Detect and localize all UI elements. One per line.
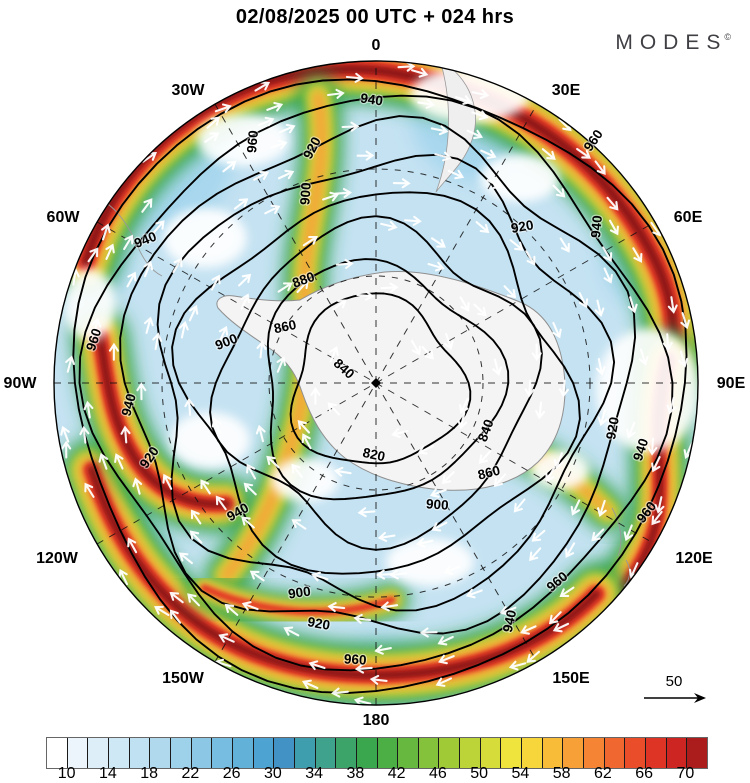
colorbar-cell: [376, 738, 398, 768]
colorbar-cell: [47, 738, 67, 768]
contour-label: 860: [476, 463, 501, 483]
lon-label-90w: 90W: [3, 375, 37, 392]
colorbar-cell: [624, 738, 646, 768]
contour-label: 960: [244, 130, 261, 154]
colorbar-cell: [562, 738, 584, 768]
reference-vector: 50: [636, 674, 712, 712]
lon-label-30w: 30W: [171, 82, 205, 99]
colorbar-cell: [128, 738, 150, 768]
colorbar-tick-label: 70: [676, 765, 695, 782]
contour-label: 920: [306, 614, 331, 633]
colorbar-tick-label: 42: [387, 765, 406, 782]
lon-label-30e: 30E: [551, 82, 581, 99]
colorbar-tick-label: 22: [181, 765, 200, 782]
colorbar-cell: [293, 738, 315, 768]
colorbar-tick-label: 58: [552, 765, 571, 782]
contour-label: 940: [500, 608, 519, 633]
colorbar-cell: [190, 738, 212, 768]
colorbar-tick-label: 66: [635, 765, 653, 782]
reference-arrow-icon: [644, 693, 706, 703]
modes-logo-text: MODES: [615, 31, 728, 54]
colorbar-tick-label: 34: [305, 765, 323, 782]
colorbar-cell: [417, 738, 439, 768]
colorbar-tick-label: 26: [222, 765, 241, 782]
colorbar-cell: [211, 738, 232, 768]
colorbar-cell: [521, 738, 542, 768]
colorbar-cell: [541, 738, 563, 768]
reference-vector-value: 50: [665, 673, 683, 690]
copyright-icon: ©: [724, 32, 731, 42]
contour-label: 920: [510, 217, 535, 236]
modes-logo: MODES©: [615, 31, 734, 55]
colorbar-tick-label: 54: [511, 765, 530, 782]
contour-label: 900: [287, 584, 311, 602]
colorbar-cell: [686, 738, 707, 768]
wind-arrows-layer: [60, 61, 694, 705]
contour-label: 940: [118, 392, 138, 418]
colorbar-cell: [273, 738, 294, 768]
colorbar-cell: [397, 738, 418, 768]
contour-label: 820: [361, 445, 386, 464]
colorbar-tick-label: 30: [263, 765, 282, 782]
contour-label: 900: [426, 496, 450, 513]
lon-label-60w: 60W: [46, 209, 80, 226]
lon-label-150e: 150E: [552, 670, 590, 687]
polar-map: 940 920 900 960 940 960 940 920 900 880 …: [53, 60, 699, 706]
colorbar-cell: [66, 738, 88, 768]
contour-label: 940: [359, 91, 383, 109]
colorbar-cell: [355, 738, 377, 768]
contour-label: 940: [588, 215, 605, 239]
colorbar-tick-label: 50: [470, 765, 488, 782]
colorbar-cell: [500, 738, 522, 768]
page-title: 02/08/2025 00 UTC + 024 hrs: [235, 6, 515, 28]
lon-label-90e: 90E: [716, 375, 746, 392]
colorbar-cell: [459, 738, 480, 768]
lon-label-0: 0: [371, 37, 381, 54]
colorbar-cell: [583, 738, 604, 768]
colorbar-cell: [231, 738, 253, 768]
colorbar-cell: [603, 738, 625, 768]
map-boundary: [53, 60, 699, 706]
colorbar-ticks: 10 14 18 22 26 30 34 38 42 46 50 54 58 62 66 70: [46, 765, 706, 782]
colorbar-tick-label: 46: [428, 765, 447, 782]
height-contours: [72, 78, 688, 694]
lon-label-180: 180: [362, 712, 390, 729]
colorbar-cell: [479, 738, 501, 768]
contour-label: 960: [344, 651, 367, 667]
colorbar-cell: [314, 738, 336, 768]
contour-label: 920: [603, 416, 622, 441]
contour-label: 860: [272, 317, 297, 336]
colorbar-cell: [149, 738, 170, 768]
colorbar-cell: [87, 738, 108, 768]
colorbar-tick-label: 62: [593, 765, 612, 782]
lon-label-120w: 120W: [36, 550, 78, 567]
colorbar-cell: [169, 738, 191, 768]
pole-marker: [371, 378, 381, 388]
colorbar-cell: [335, 738, 356, 768]
colorbar-cell: [252, 738, 274, 768]
colorbar-tick-label: 14: [98, 765, 117, 782]
colorbar-cell: [665, 738, 687, 768]
colorbar-cell: [107, 738, 129, 768]
colorbar-tick-label: 10: [57, 765, 76, 782]
contour-label: 900: [297, 182, 314, 206]
colorbar-cell: [645, 738, 666, 768]
colorbar-cell: [438, 738, 460, 768]
lon-label-150w: 150W: [162, 670, 204, 687]
colorbar: [46, 737, 708, 769]
lon-label-120e: 120E: [675, 550, 713, 567]
lon-label-60e: 60E: [673, 209, 703, 226]
colorbar-tick-label: 38: [346, 765, 365, 782]
colorbar-tick-label: 18: [140, 765, 158, 782]
